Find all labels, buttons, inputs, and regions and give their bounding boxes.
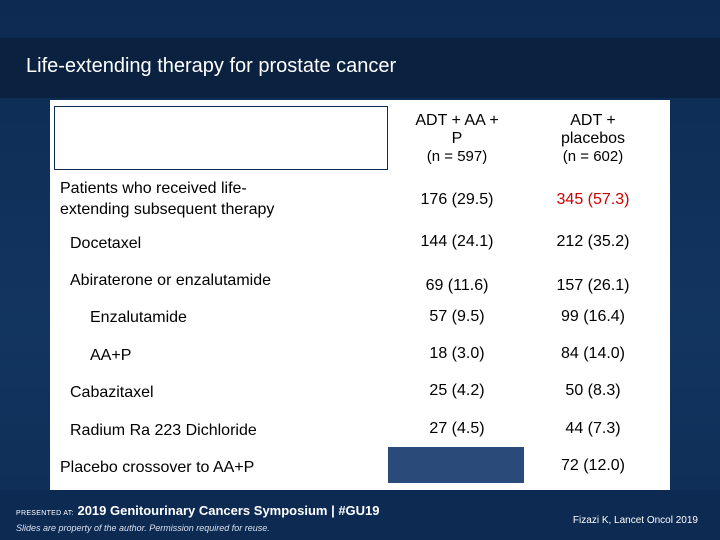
- footer-bar: [0, 490, 720, 540]
- table-cell: 69 (11.6): [425, 277, 489, 294]
- table-cell: 157 (26.1): [556, 277, 630, 294]
- column-header-n: (n = 602): [562, 148, 624, 165]
- table-cell: 44 (7.3): [565, 420, 621, 437]
- symposium-name: 2019 Genitourinary Cancers Symposium | #…: [77, 503, 380, 518]
- row-label-cabazitaxel: Cabazitaxel: [70, 384, 154, 401]
- title-bar: [0, 38, 720, 98]
- table-cell: 144 (24.1): [420, 233, 494, 250]
- row-label-aa-p: AA+P: [90, 347, 132, 364]
- row-label-line1: Patients who received life-: [60, 180, 247, 197]
- footer-disclaimer: Slides are property of the author. Permi…: [16, 523, 270, 533]
- row-label-docetaxel: Docetaxel: [70, 235, 142, 252]
- citation: Fizazi K, Lancet Oncol 2019: [572, 515, 698, 526]
- slide-title: Life-extending therapy for prostate canc…: [26, 55, 397, 77]
- column-header-aa-p: ADT + AA + P (n = 597): [392, 112, 522, 166]
- table-cell: 25 (4.2): [429, 382, 485, 399]
- column-header-n: (n = 597): [426, 148, 488, 165]
- row-label-placebo-crossover: Placebo crossover to AA+P: [60, 459, 255, 476]
- table-cell-highlight: 345 (57.3): [556, 191, 630, 208]
- table-cell: 212 (35.2): [556, 233, 630, 250]
- column-header-line1: ADT + AA +: [415, 112, 499, 129]
- table-cell: 50 (8.3): [565, 382, 621, 399]
- table-cell: 84 (14.0): [560, 345, 626, 362]
- table-cell: 18 (3.0): [429, 345, 485, 362]
- row-label-radium: Radium Ra 223 Dichloride: [70, 422, 257, 439]
- column-header-line1: ADT +: [570, 112, 616, 129]
- column-header-line2: placebos: [560, 130, 626, 147]
- row-label-enzalutamide: Enzalutamide: [90, 309, 187, 326]
- table-cell: 176 (29.5): [420, 191, 494, 208]
- table-cell: 99 (16.4): [560, 308, 626, 325]
- row-label-line2: extending subsequent therapy: [60, 201, 275, 218]
- empty-table-cell: [388, 447, 524, 483]
- presented-at-label: PRESENTED AT:: [16, 510, 74, 517]
- column-header-placebos: ADT + placebos (n = 602): [528, 112, 658, 166]
- table-cell: 72 (12.0): [560, 457, 626, 474]
- table-corner-cell: [54, 106, 388, 170]
- row-label-abiraterone-enzalutamide: Abiraterone or enzalutamide: [70, 272, 272, 289]
- footer-symposium: PRESENTED AT: 2019 Genitourinary Cancers…: [16, 503, 380, 518]
- table-cell: 27 (4.5): [429, 420, 485, 437]
- column-header-line2: P: [451, 130, 463, 147]
- table-cell: 57 (9.5): [429, 308, 485, 325]
- row-label-subsequent-therapy: Patients who received life- extending su…: [60, 178, 274, 220]
